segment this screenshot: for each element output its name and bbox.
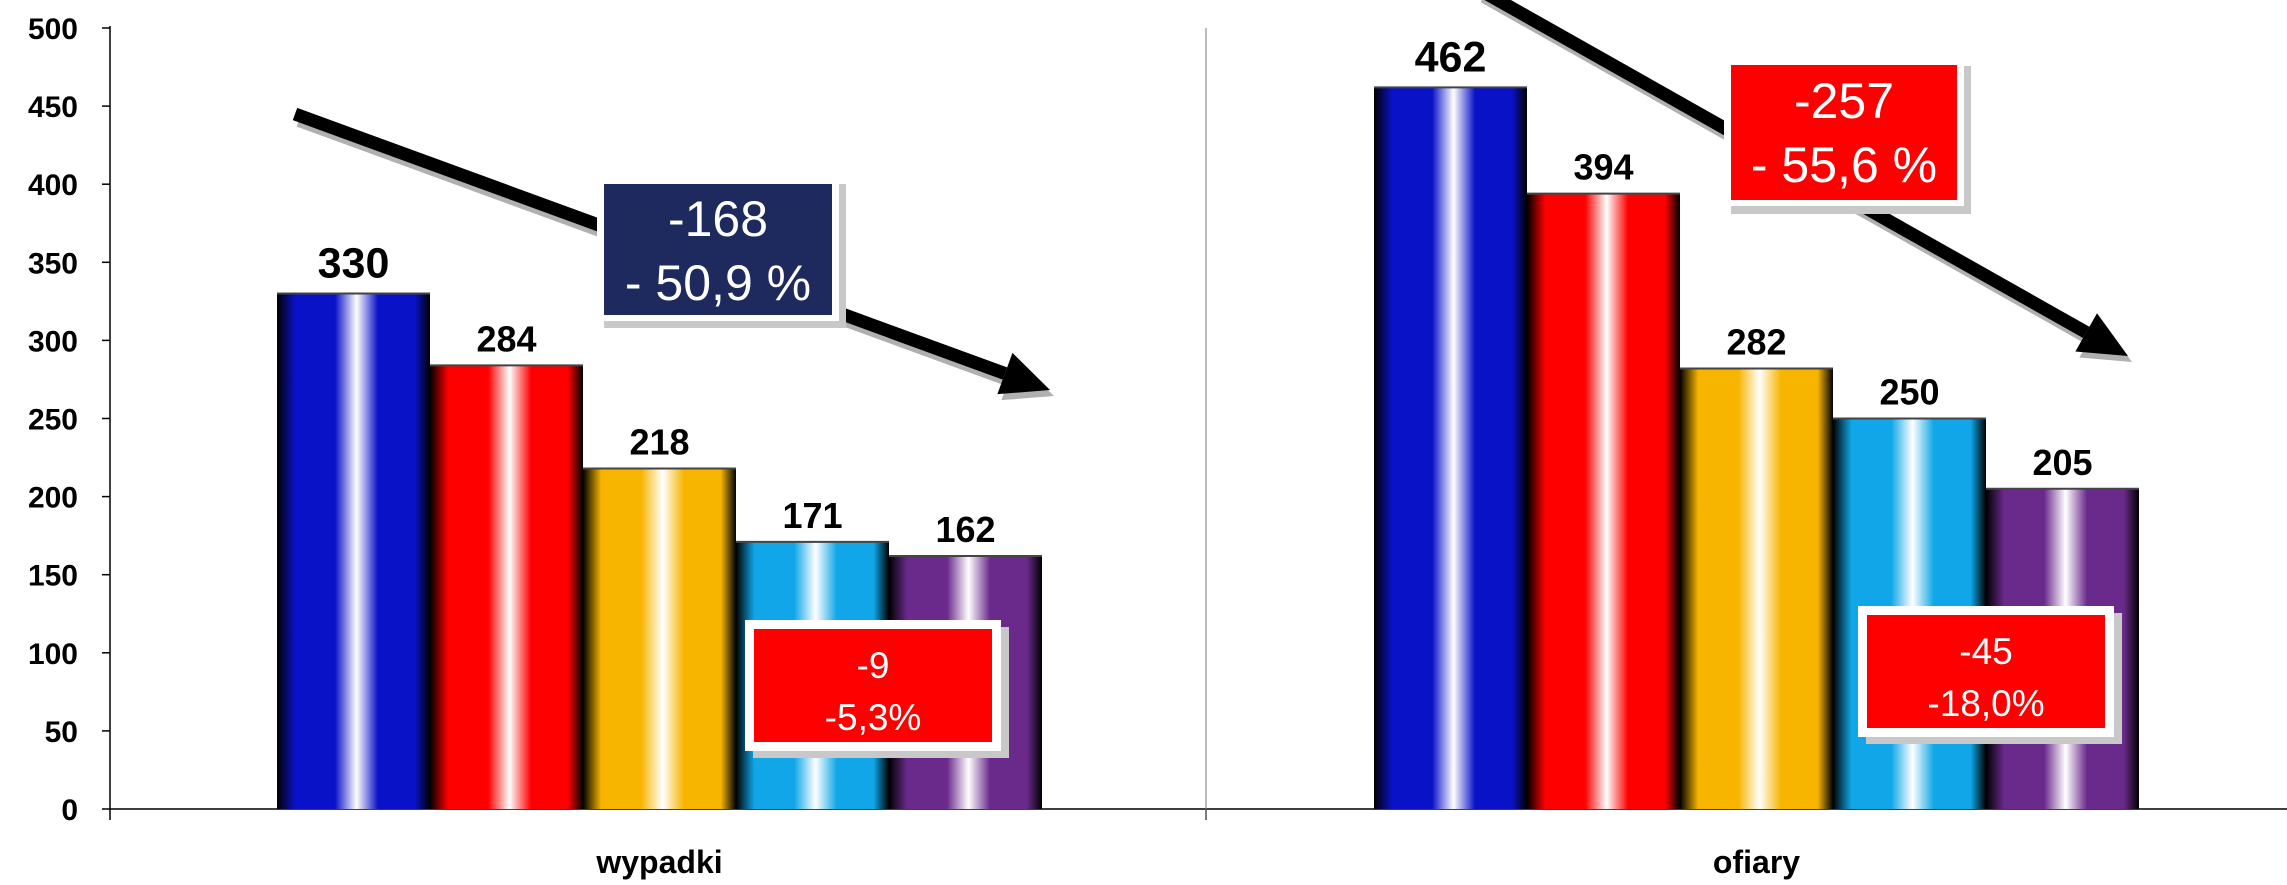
y-tick-label: 200: [28, 482, 78, 515]
data-label: 162: [935, 509, 995, 550]
annotation-line2: -18,0%: [1927, 683, 2044, 724]
annotation-line2: - 55,6 %: [1751, 137, 1937, 193]
data-label: 462: [1415, 33, 1487, 81]
data-label: 330: [318, 240, 390, 288]
y-tick-label: 150: [28, 560, 78, 593]
value-labels: 330 284 218 171 162 462 394 282 250 205: [318, 33, 2093, 550]
bar-ofiary-1: [1374, 87, 1527, 809]
annotation-ofiary-last: -45 -18,0%: [1858, 606, 2122, 744]
data-label: 250: [1879, 372, 1939, 413]
x-category-label: ofiary: [1713, 844, 1800, 880]
bar-wypadki-1: [277, 293, 430, 809]
annotation-box-bg: [754, 629, 992, 742]
y-tick-label: 500: [28, 13, 78, 46]
annotation-line1: -168: [668, 191, 768, 247]
bar-ofiary-2: [1527, 193, 1680, 809]
bar-wypadki-3: [583, 468, 736, 809]
data-label: 284: [476, 318, 536, 359]
x-category-label: wypadki: [595, 844, 722, 880]
data-label: 282: [1726, 322, 1786, 363]
annotation-line2: -5,3%: [825, 697, 922, 738]
y-tick-label: 250: [28, 404, 78, 437]
annotation-ofiary-total: -257 - 55,6 %: [1724, 58, 1971, 214]
data-label: 394: [1573, 147, 1633, 188]
y-tick-label: 350: [28, 247, 78, 280]
annotation-wypadki-total: -168 - 50,9 %: [597, 177, 846, 328]
annotation-box-bg: [1867, 615, 2105, 728]
data-label: 171: [782, 495, 842, 536]
annotation-box-bg: [1731, 65, 1957, 200]
y-tick-label: 400: [28, 169, 78, 202]
annotation-box-bg: [604, 184, 832, 315]
y-tick-label: 0: [61, 794, 78, 827]
y-tick-label: 100: [28, 638, 78, 671]
annotation-line2: - 50,9 %: [625, 255, 811, 311]
bar-ofiary-3: [1680, 368, 1833, 809]
annotation-wypadki-last: -9 -5,3%: [745, 620, 1009, 758]
y-tick-label: 300: [28, 325, 78, 358]
annotation-line1: -9: [857, 645, 890, 686]
y-tick-label: 50: [45, 716, 78, 749]
annotation-line1: -45: [1959, 631, 2012, 672]
data-label: 205: [2032, 442, 2092, 483]
axis-layer: 0 50 100 150 200 250 300 350 400 450 500 wypadki ofi…: [28, 13, 2287, 880]
data-label: 218: [629, 421, 689, 462]
annotation-line1: -257: [1794, 73, 1894, 129]
y-tick-label: 450: [28, 91, 78, 124]
bar-wypadki-2: [430, 365, 583, 809]
